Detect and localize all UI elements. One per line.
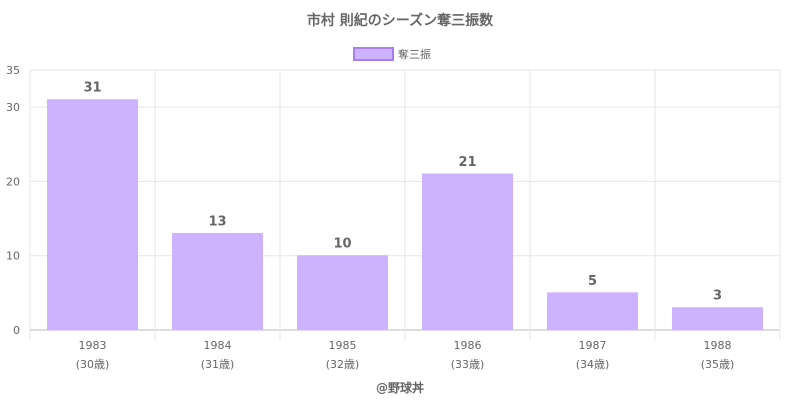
x-tick-label: 1987	[579, 339, 607, 352]
x-tick-label: 1984	[204, 339, 232, 352]
x-tick-label: 1988	[704, 339, 732, 352]
bar-value-label: 10	[333, 237, 351, 252]
y-tick-label: 0	[13, 324, 20, 337]
bar	[47, 99, 138, 331]
bar-value-label: 21	[458, 155, 476, 170]
bar-value-label: 13	[208, 214, 226, 229]
x-tick-sublabel: (33歳)	[451, 358, 485, 371]
x-tick-label: 1983	[79, 339, 107, 352]
chart-title: 市村 則紀のシーズン奪三振数	[306, 13, 494, 29]
x-tick-label: 1986	[454, 339, 482, 352]
bar	[547, 292, 638, 331]
bar-value-label: 3	[713, 289, 722, 304]
bar	[422, 173, 513, 331]
legend-label: 奪三振	[398, 48, 431, 61]
y-tick-label: 10	[6, 250, 20, 263]
x-tick-label: 1985	[329, 339, 357, 352]
y-tick-label: 35	[6, 64, 20, 77]
bar	[672, 307, 763, 331]
y-tick-label: 20	[6, 175, 20, 188]
bar	[297, 255, 388, 331]
legend-swatch	[353, 47, 394, 61]
bar-value-label: 5	[588, 274, 597, 289]
bar-value-label: 31	[83, 81, 101, 96]
footer-credit: @野球丼	[375, 381, 424, 395]
x-tick-sublabel: (31歳)	[201, 358, 235, 371]
bar	[172, 232, 263, 331]
x-tick-sublabel: (34歳)	[576, 358, 610, 371]
x-tick-sublabel: (32歳)	[326, 358, 360, 371]
x-tick-sublabel: (35歳)	[701, 358, 735, 371]
y-tick-label: 30	[6, 101, 20, 114]
x-tick-sublabel: (30歳)	[76, 358, 110, 371]
legend: 奪三振	[0, 45, 800, 61]
